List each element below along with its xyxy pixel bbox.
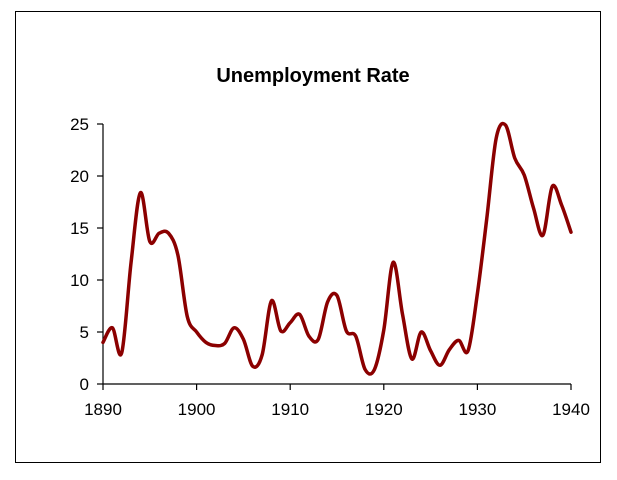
x-tick-label: 1920	[365, 400, 403, 419]
data-point	[326, 300, 329, 303]
data-point	[130, 261, 133, 264]
data-point	[102, 341, 105, 344]
data-point	[120, 351, 123, 354]
series-group	[101, 121, 573, 376]
data-point	[541, 234, 544, 237]
data-point	[438, 364, 441, 367]
data-point	[523, 173, 526, 176]
data-point	[298, 313, 301, 316]
data-point	[373, 368, 376, 371]
data-point	[111, 326, 114, 329]
data-point	[429, 349, 432, 352]
data-point	[354, 335, 357, 338]
data-point	[186, 315, 189, 318]
y-tick-label: 20	[70, 167, 89, 186]
y-tick-label: 25	[70, 115, 89, 134]
data-point	[242, 338, 245, 341]
data-point	[401, 313, 404, 316]
x-tick-label: 1890	[84, 400, 122, 419]
data-point	[214, 344, 217, 347]
data-point	[570, 231, 573, 234]
data-point	[485, 217, 488, 220]
data-point	[176, 254, 179, 257]
data-point	[513, 157, 516, 160]
data-point	[336, 294, 339, 297]
data-point	[476, 292, 479, 295]
data-point	[345, 329, 348, 332]
data-point	[364, 368, 367, 371]
data-point	[317, 338, 320, 341]
data-point	[270, 299, 273, 302]
data-point	[204, 341, 207, 344]
data-point	[457, 339, 460, 342]
data-point	[467, 349, 470, 352]
axes: 0 5 10 15 20 25 1890 1900 1910 1920 1930 1940	[70, 115, 590, 419]
y-tick-label: 0	[80, 375, 89, 394]
y-tick-label: 5	[80, 323, 89, 342]
data-point	[504, 124, 507, 127]
data-point	[560, 204, 563, 207]
data-point	[307, 335, 310, 338]
data-point	[420, 331, 423, 334]
data-point	[382, 328, 385, 331]
x-tick-label: 1900	[178, 400, 216, 419]
data-point	[289, 321, 292, 324]
x-tick-label: 1910	[271, 400, 309, 419]
data-point	[261, 353, 264, 356]
y-tick-label: 15	[70, 219, 89, 238]
data-point	[167, 232, 170, 235]
data-point	[551, 185, 554, 188]
data-point	[279, 329, 282, 332]
data-point	[410, 358, 413, 361]
chart-frame	[15, 11, 601, 463]
data-point	[392, 261, 395, 264]
data-point	[195, 331, 198, 334]
data-point	[251, 365, 254, 368]
x-tick-label: 1940	[552, 400, 590, 419]
data-point	[495, 137, 498, 140]
data-point	[223, 342, 226, 345]
data-point	[233, 326, 236, 329]
chart-title: Unemployment Rate	[216, 65, 409, 87]
data-point	[139, 191, 142, 194]
x-tick-label: 1930	[458, 400, 496, 419]
series-line	[101, 121, 573, 376]
data-point	[448, 348, 451, 351]
data-point	[158, 232, 161, 235]
data-point	[148, 240, 151, 243]
y-tick-label: 10	[70, 271, 89, 290]
data-point	[532, 207, 535, 210]
